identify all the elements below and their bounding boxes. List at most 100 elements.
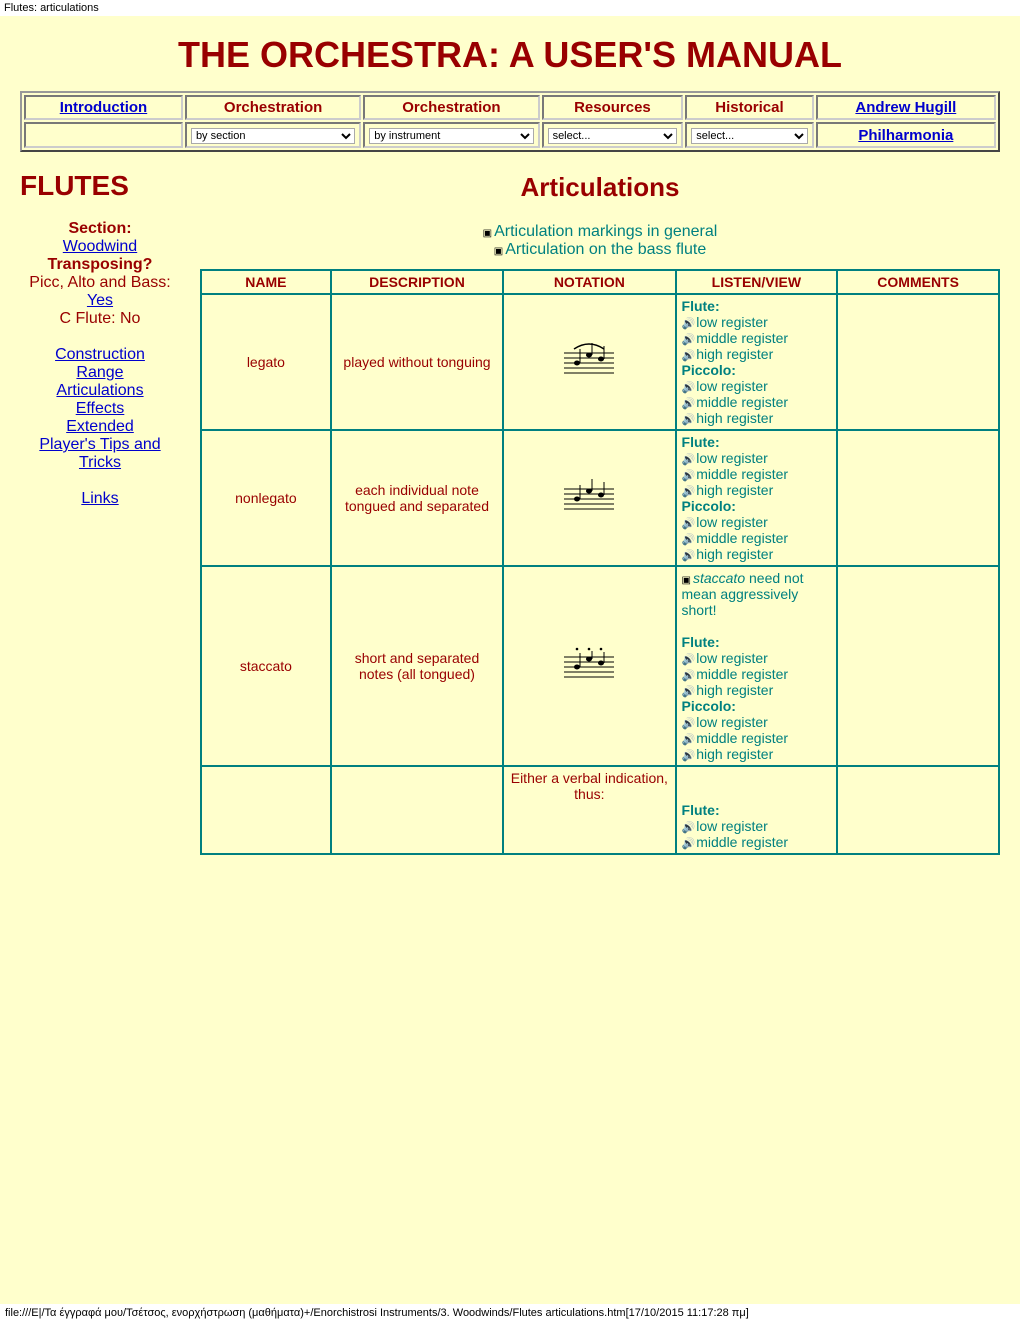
audio-icon: 🔊 (682, 749, 696, 762)
nav-select2[interactable]: select... (685, 122, 813, 148)
listen-partial: Flute: 🔊low register 🔊middle register (676, 766, 838, 854)
staccato-italic[interactable]: staccato (693, 570, 745, 586)
table-row: Either a verbal indication, thus: Flute:… (201, 766, 999, 854)
audio-link[interactable]: middle register (696, 330, 788, 346)
audio-icon: 🔊 (682, 485, 696, 498)
listen-legato: Flute: 🔊low register 🔊middle register 🔊h… (676, 294, 838, 430)
nav-by-instrument[interactable]: by instrument (363, 122, 539, 148)
sidebar-construction-link[interactable]: Construction (55, 346, 145, 363)
sidebar-extended-link[interactable]: Extended (66, 418, 134, 435)
nav-orch-section: Orchestration (185, 95, 361, 120)
table-row: legato played without tonguing (201, 294, 999, 430)
audio-link[interactable]: low register (696, 450, 768, 466)
audio-icon: 🔊 (682, 349, 696, 362)
footer-path: file:///E|/Τα έγγραφά μου/Τσέτσος, ενορχ… (0, 1304, 1020, 1322)
sublink-bass[interactable]: Articulation on the bass flute (505, 241, 706, 258)
audio-link[interactable]: high register (696, 346, 773, 362)
nav-intro[interactable]: Introduction (24, 95, 183, 120)
audio-link[interactable]: high register (696, 682, 773, 698)
page-title: THE ORCHESTRA: A USER'S MANUAL (20, 34, 1000, 76)
nav-philharmonia[interactable]: Philharmonia (816, 122, 996, 148)
audio-link[interactable]: low register (696, 514, 768, 530)
audio-icon: 🔊 (682, 317, 696, 330)
transposing-label: Transposing? (20, 256, 180, 274)
audio-link[interactable]: middle register (696, 730, 788, 746)
audio-link[interactable]: low register (696, 378, 768, 394)
audio-link[interactable]: high register (696, 410, 773, 426)
legato-notation-icon (559, 341, 619, 381)
section-label: Section: (20, 220, 180, 238)
audio-icon: 🔊 (682, 821, 696, 834)
nav-by-section[interactable]: by section (185, 122, 361, 148)
content: Articulations ▣Articulation markings in … (180, 162, 1000, 855)
audio-link[interactable]: low register (696, 314, 768, 330)
th-notation: NOTATION (503, 270, 675, 294)
layout: FLUTES Section: Woodwind Transposing? Pi… (20, 162, 1000, 855)
notation-legato (503, 294, 675, 430)
audio-icon: 🔊 (682, 733, 696, 746)
yes-link[interactable]: Yes (87, 292, 113, 309)
camera-icon: ▣ (483, 228, 492, 239)
desc-partial (331, 766, 503, 854)
name-nonlegato: nonlegato (201, 430, 331, 566)
sidebar-range-link[interactable]: Range (76, 364, 123, 381)
notation-nonlegato (503, 430, 675, 566)
desc-legato: played without tonguing (331, 294, 503, 430)
audio-link[interactable]: middle register (696, 394, 788, 410)
audio-link[interactable]: low register (696, 714, 768, 730)
sidebar-flutes-heading: FLUTES (20, 170, 180, 202)
sub-links: ▣Articulation markings in general ▣Artic… (200, 223, 1000, 259)
nav-select1[interactable]: select... (542, 122, 684, 148)
sublink-general[interactable]: Articulation markings in general (494, 223, 717, 240)
audio-icon: 🔊 (682, 413, 696, 426)
section-woodwind-link[interactable]: Woodwind (63, 238, 137, 255)
nav-table: Introduction Orchestration Orchestration… (20, 91, 1000, 152)
nav-resources: Resources (542, 95, 684, 120)
audio-link[interactable]: low register (696, 650, 768, 666)
audio-icon: 🔊 (682, 381, 696, 394)
sidebar: FLUTES Section: Woodwind Transposing? Pi… (20, 162, 180, 855)
th-name: NAME (201, 270, 331, 294)
table-row: nonlegato each individual note tongued a… (201, 430, 999, 566)
name-partial (201, 766, 331, 854)
notation-partial: Either a verbal indication, thus: (503, 766, 675, 854)
audio-link[interactable]: middle register (696, 666, 788, 682)
cflute-text: C Flute: No (20, 310, 180, 328)
audio-link[interactable]: middle register (696, 834, 788, 850)
audio-link[interactable]: high register (696, 482, 773, 498)
nav-hugill[interactable]: Andrew Hugill (816, 95, 996, 120)
th-listen: LISTEN/VIEW (676, 270, 838, 294)
audio-link[interactable]: high register (696, 746, 773, 762)
audio-icon: 🔊 (682, 397, 696, 410)
audio-icon: 🔊 (682, 549, 696, 562)
sidebar-tips-link[interactable]: Player's Tips and Tricks (39, 436, 160, 471)
audio-icon: 🔊 (682, 653, 696, 666)
nonlegato-notation-icon (559, 477, 619, 517)
audio-icon: 🔊 (682, 469, 696, 482)
table-row: staccato short and separated notes (all … (201, 566, 999, 766)
nav-empty (24, 122, 183, 148)
audio-link[interactable]: middle register (696, 466, 788, 482)
sidebar-effects-link[interactable]: Effects (76, 400, 125, 417)
audio-icon: 🔊 (682, 333, 696, 346)
nav-orch-instrument: Orchestration (363, 95, 539, 120)
listen-staccato: ▣staccato need not mean aggressively sho… (676, 566, 838, 766)
page-body: THE ORCHESTRA: A USER'S MANUAL Introduct… (0, 16, 1020, 1304)
staccato-notation-icon (559, 645, 619, 685)
audio-icon: 🔊 (682, 669, 696, 682)
comments-legato (837, 294, 999, 430)
comments-nonlegato (837, 430, 999, 566)
camera-icon: ▣ (494, 246, 503, 257)
audio-icon: 🔊 (682, 453, 696, 466)
comments-partial (837, 766, 999, 854)
desc-nonlegato: each individual note tongued and separat… (331, 430, 503, 566)
sidebar-links-link[interactable]: Links (81, 490, 118, 507)
audio-link[interactable]: high register (696, 546, 773, 562)
audio-link[interactable]: middle register (696, 530, 788, 546)
audio-icon: 🔊 (682, 517, 696, 530)
sidebar-articulations-link[interactable]: Articulations (56, 382, 143, 399)
audio-icon: 🔊 (682, 837, 696, 850)
audio-link[interactable]: low register (696, 818, 768, 834)
audio-icon: 🔊 (682, 685, 696, 698)
picc-alto-text: Picc, Alto and Bass: Yes (20, 274, 180, 310)
